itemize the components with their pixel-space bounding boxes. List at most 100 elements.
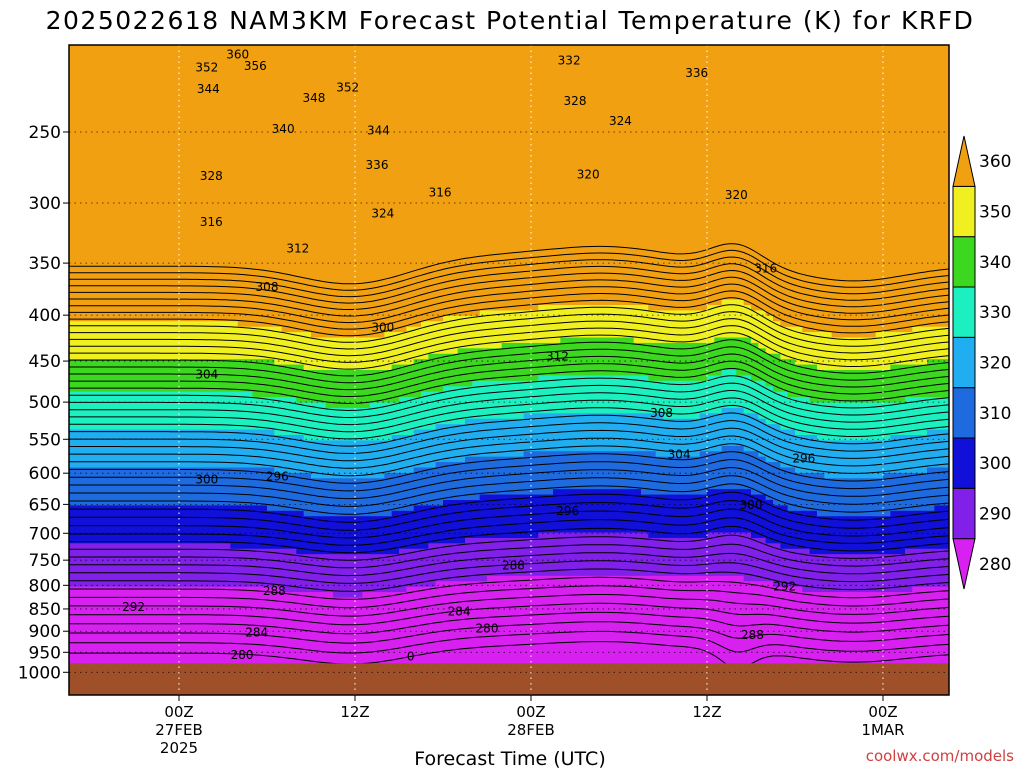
band-cell (149, 234, 158, 241)
band-cell (817, 223, 825, 230)
band-cell (340, 131, 349, 138)
band-cell (443, 77, 451, 84)
band-cell (186, 137, 195, 144)
band-cell (685, 191, 693, 198)
band-cell (443, 99, 451, 106)
band-cell (545, 50, 554, 57)
band-cell (824, 55, 833, 62)
band-cell (663, 88, 671, 95)
band-cell (758, 223, 767, 230)
band-cell (538, 72, 547, 79)
band-cell (325, 234, 334, 241)
band-cell (179, 256, 187, 263)
band-cell (721, 61, 730, 68)
band-cell (890, 147, 899, 154)
band-cell (91, 104, 99, 111)
band-cell (765, 61, 774, 68)
band-cell (465, 147, 473, 154)
band-cell (861, 158, 869, 165)
band-cell (98, 180, 107, 187)
band-cell (259, 66, 268, 73)
band-cell (919, 104, 928, 111)
band-cell (157, 50, 165, 57)
band-cell (472, 223, 481, 230)
band-cell (479, 234, 488, 241)
band-cell (318, 137, 327, 144)
band-cell (384, 77, 393, 84)
band-cell (347, 66, 356, 73)
band-cell (721, 131, 730, 138)
band-cell (135, 72, 143, 79)
band-cell (736, 169, 745, 176)
band-cell (589, 229, 598, 236)
band-cell (245, 66, 253, 73)
band-cell (509, 202, 517, 209)
band-cell (230, 82, 239, 89)
band-cell (538, 137, 547, 144)
band-cell (164, 256, 173, 263)
band-cell (435, 88, 444, 95)
band-cell (765, 66, 774, 73)
band-cell (421, 240, 429, 247)
band-cell (912, 142, 921, 149)
band-cell (127, 55, 136, 62)
band-cell (113, 234, 121, 241)
band-cell (685, 169, 693, 176)
band-cell (318, 169, 327, 176)
band-cell (545, 82, 554, 89)
band-cell (633, 175, 642, 182)
band-cell (927, 164, 935, 171)
band-cell (347, 77, 356, 84)
band-cell (186, 120, 195, 127)
band-cell (685, 77, 693, 84)
band-cell (362, 229, 371, 236)
band-cell (135, 77, 143, 84)
band-cell (758, 234, 767, 241)
band-cell (479, 93, 488, 100)
band-cell (604, 120, 613, 127)
band-cell (193, 61, 202, 68)
band-cell (384, 256, 393, 263)
band-cell (105, 196, 114, 203)
band-cell (575, 207, 583, 214)
band-cell (245, 180, 253, 187)
band-cell (369, 72, 378, 79)
band-cell (311, 45, 319, 52)
band-cell (802, 158, 811, 165)
band-cell (795, 126, 803, 133)
band-cell (318, 218, 327, 225)
band-cell (545, 250, 554, 257)
band-cell (435, 115, 444, 122)
band-cell (369, 191, 378, 198)
band-cell (237, 202, 246, 209)
band-cell (76, 185, 85, 192)
band-cell (765, 164, 774, 171)
band-cell (633, 261, 642, 268)
band-cell (215, 169, 224, 176)
band-cell (597, 88, 605, 95)
band-cell (421, 77, 429, 84)
band-cell (450, 104, 459, 111)
band-cell (252, 66, 261, 73)
band-cell (927, 185, 935, 192)
band-cell (714, 191, 723, 198)
band-cell (428, 82, 437, 89)
band-cell (751, 88, 759, 95)
band-cell (846, 99, 855, 106)
band-cell (325, 104, 334, 111)
band-cell (171, 158, 180, 165)
band-cell (890, 50, 899, 57)
band-cell (861, 207, 869, 214)
band-cell (83, 207, 92, 214)
band-cell (927, 126, 935, 133)
band-cell (545, 104, 554, 111)
band-cell (765, 93, 774, 100)
band-cell (377, 142, 385, 149)
band-cell (604, 137, 613, 144)
band-cell (98, 261, 107, 268)
band-cell (545, 77, 554, 84)
band-cell (450, 229, 459, 236)
band-cell (443, 82, 451, 89)
band-cell (905, 93, 913, 100)
band-cell (853, 256, 862, 263)
